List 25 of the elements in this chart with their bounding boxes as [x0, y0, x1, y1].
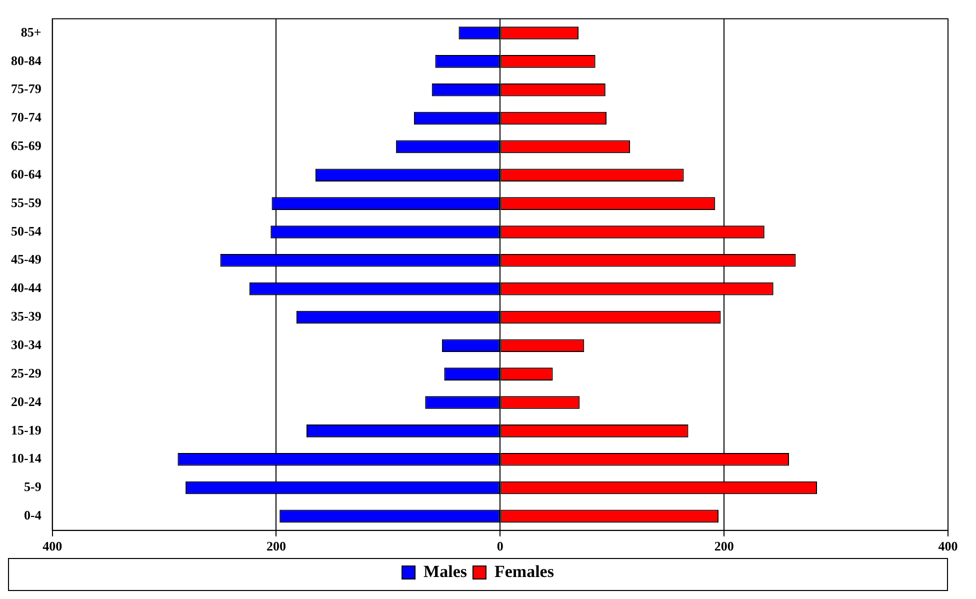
x-tick-label: 400 [938, 538, 958, 554]
y-tick-label: 5-9 [24, 479, 42, 494]
y-tick-label: 15-19 [10, 422, 42, 438]
y-tick-label: 20-24 [10, 394, 42, 409]
x-tick-label: 200 [266, 538, 286, 554]
y-tick-label: 0-4 [24, 508, 42, 523]
x-tick-label: 0 [496, 538, 504, 554]
y-tick-label: 55-59 [10, 194, 42, 210]
x-tick-label: 400 [42, 538, 62, 554]
y-tick-label: 70-74 [10, 110, 42, 125]
y-tick-label: 40-44 [10, 280, 42, 296]
legend-label: Males [424, 562, 468, 581]
x-tick-label: 200 [714, 538, 734, 554]
y-tick-label: 65-69 [10, 138, 42, 154]
y-tick-label: 85+ [20, 24, 42, 40]
y-tick-label: 80-84 [10, 52, 42, 68]
y-tick-label: 45-49 [10, 252, 42, 267]
y-tick-label: 75-79 [10, 81, 42, 96]
legend-label: Females [494, 562, 554, 581]
y-tick-label: 60-64 [10, 166, 42, 182]
y-tick-label: 50-54 [10, 223, 42, 238]
y-tick-label: 10-14 [10, 450, 42, 466]
y-tick-label: 25-29 [10, 365, 42, 380]
y-tick-label: 30-34 [10, 337, 42, 352]
y-tick-label: 35-39 [10, 308, 42, 324]
